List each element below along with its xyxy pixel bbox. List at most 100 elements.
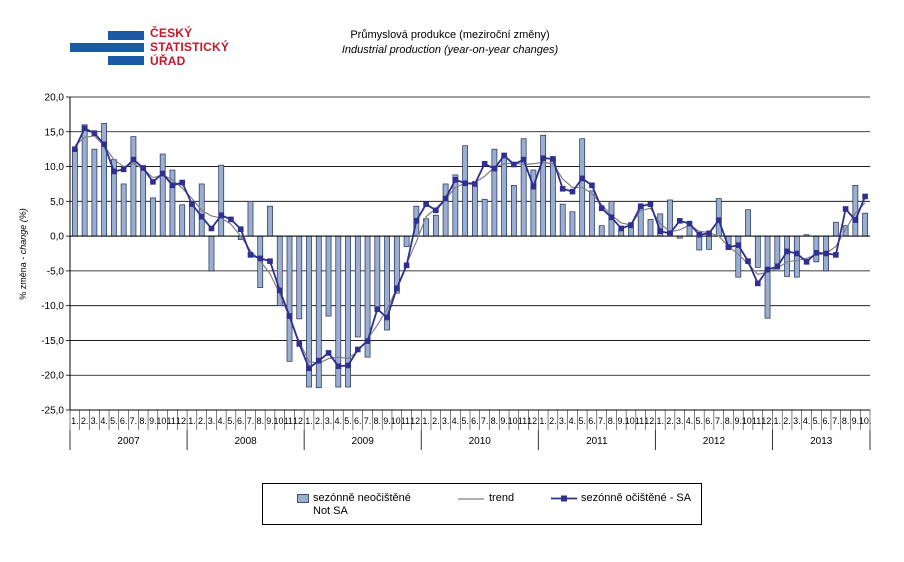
sa-point-16	[228, 216, 234, 223]
bar-40	[462, 145, 469, 237]
logo-stripe-2	[70, 43, 144, 52]
chart-subtitle: Industrial production (year-on-year chan…	[341, 44, 559, 56]
sa-point-12	[189, 201, 195, 207]
gridlines	[70, 96, 870, 411]
x-month-label-26: 3.	[325, 416, 333, 426]
bar-25	[315, 235, 322, 389]
logo-line-2: STATISTICKÝ	[150, 40, 230, 54]
bar-22	[286, 235, 293, 362]
x-month-label-15: 4.	[217, 416, 225, 426]
x-month-label-13: 2.	[198, 416, 206, 426]
x-year-label-2009: 2009	[352, 436, 375, 447]
y-tick-label-5: -5,0	[47, 266, 65, 277]
bar-0	[71, 148, 78, 237]
sa-point-42	[481, 160, 488, 167]
sa-point-47	[530, 183, 537, 190]
bar-50	[559, 203, 566, 237]
sa-point-81	[862, 193, 868, 200]
x-month-label-64: 5.	[696, 416, 704, 426]
x-month-label-53: 6.	[588, 416, 596, 426]
sa-point-63	[686, 220, 693, 227]
sa-point-20	[267, 258, 273, 264]
bar-6	[130, 136, 137, 237]
bar-31	[374, 235, 381, 310]
sa-point-25	[315, 357, 322, 364]
sa-point-28	[345, 362, 351, 369]
x-month-label-61: 2.	[666, 416, 674, 426]
sa-point-0	[72, 146, 78, 152]
x-month-label-37: 2.	[432, 416, 440, 426]
bar-37	[432, 214, 439, 237]
sa-point-41	[472, 181, 478, 187]
sa-point-34	[403, 262, 410, 269]
x-month-label-76: 5.	[813, 416, 821, 426]
sa-point-22	[286, 313, 293, 319]
x-month-label-42: 7.	[481, 416, 489, 426]
sa-point-5	[120, 166, 127, 173]
sa-point-24	[306, 365, 312, 372]
sa-point-59	[647, 201, 654, 207]
x-month-label-9: 10.	[156, 416, 169, 426]
sa-point-72	[774, 263, 781, 270]
sa-point-9	[159, 170, 166, 177]
y-tick-label-2: 10,0	[45, 162, 65, 173]
y-tick-label-0: 20,0	[45, 93, 65, 104]
x-month-label-65: 6.	[705, 416, 713, 426]
x-month-label-62: 3.	[676, 416, 684, 426]
bar-73	[784, 235, 790, 277]
y-tick-label-6: -10,0	[41, 301, 64, 312]
bar-48	[540, 134, 547, 237]
x-month-label-40: 5.	[461, 416, 469, 426]
x-month-label-17: 6.	[237, 416, 245, 426]
x-month-label-49: 2.	[549, 416, 557, 426]
sa-point-6	[130, 156, 137, 163]
bar-3	[101, 123, 108, 237]
x-month-label-30: 7.	[364, 416, 372, 426]
sa-point-30	[364, 338, 371, 344]
x-month-label-24: 1.	[305, 416, 313, 426]
legend-sa: sezónně očištěné - SA	[581, 492, 692, 504]
sa-point-76	[813, 250, 820, 256]
x-month-label-45: 10.	[508, 416, 521, 426]
legend-not-sa-line2: Not SA	[313, 505, 348, 517]
sa-point-66	[715, 217, 722, 223]
bar-9	[159, 153, 166, 237]
bar-53	[589, 190, 595, 237]
sa-point-61	[667, 230, 673, 237]
sa-point-27	[335, 363, 342, 369]
chart-title: Průmyslová produkce (meziroční změny)	[350, 29, 550, 41]
sa-point-48	[540, 155, 546, 162]
x-month-label-60: 1.	[656, 416, 664, 426]
sa-point-79	[842, 206, 849, 212]
sa-point-8	[150, 179, 156, 185]
x-month-label-70: 11.	[752, 416, 764, 426]
sa-point-35	[413, 218, 420, 224]
sa-point-31	[374, 306, 381, 312]
x-month-label-69: 10.	[742, 416, 755, 426]
x-month-label-36: 1.	[422, 416, 430, 426]
bar-71	[764, 235, 771, 319]
sa-line	[74, 127, 866, 370]
y-tick-labels: 20,0 15,0 10,0 5,0 0,0 -5,0 -10,0 -15,0 -20,0 -25…	[41, 93, 64, 417]
x-month-label-14: 3.	[208, 416, 216, 426]
x-month-label-1: 2.	[81, 416, 89, 426]
bar-34	[403, 235, 410, 247]
sa-point-69	[745, 258, 751, 264]
x-month-label-35: 12.	[410, 416, 423, 426]
sa-point-68	[735, 242, 742, 248]
sa-point-65	[706, 230, 712, 237]
sa-point-74	[794, 250, 800, 257]
x-month-label-50: 3.	[559, 416, 567, 426]
sa-point-56	[618, 225, 625, 232]
bar-69	[745, 209, 751, 237]
sa-point-57	[628, 222, 634, 228]
bar-81	[862, 212, 869, 237]
bar-45	[511, 184, 517, 237]
x-month-label-74: 3.	[793, 416, 801, 426]
sa-point-45	[511, 161, 517, 168]
sa-point-51	[569, 188, 576, 195]
x-year-label-2007: 2007	[117, 436, 140, 447]
legend-not-sa: sezónně neočištěné Not SA	[313, 492, 411, 518]
x-month-label-46: 11.	[518, 416, 530, 426]
sa-point-75	[803, 259, 810, 265]
